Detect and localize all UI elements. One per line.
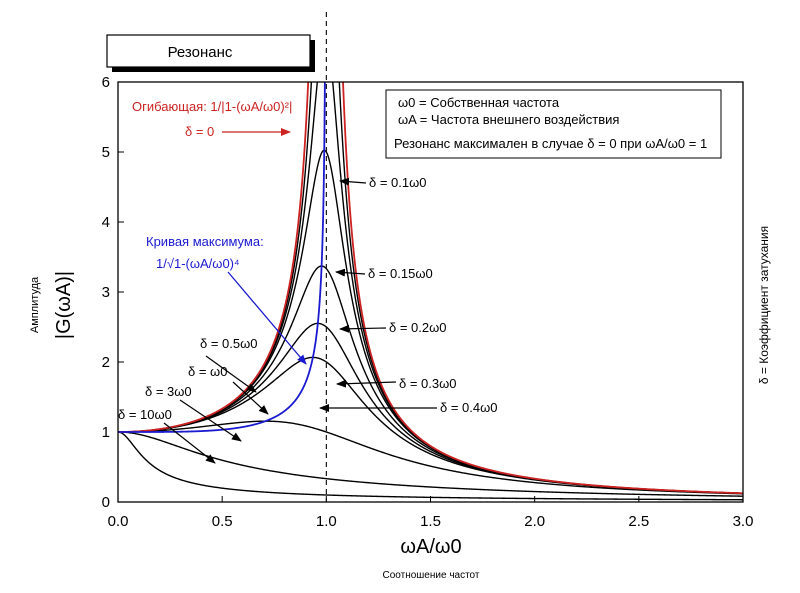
y-tick-label: 1 [102,424,110,441]
series-line-6 [118,420,743,495]
envelope-left [118,82,310,433]
y-tick-label: 4 [102,214,110,231]
y-tick-label: 2 [102,354,110,371]
series-arrow-3 [336,379,397,388]
y-tick-label: 6 [102,74,110,91]
max-curve-line [118,82,326,433]
series-label-bg [397,375,465,392]
legend-line-3: Резонанс максимален в случае δ = 0 при ω… [394,136,707,151]
right-axis-label: δ = Коэффициент затухания [757,226,771,384]
curves [118,82,743,501]
x-tick-label: 0.0 [108,513,129,530]
x-tick-label: 1.0 [316,513,337,530]
max-curve-label-2: 1/√1-(ωA/ω0)⁴ [156,256,240,271]
max-curve-label-1: Кривая максимума: [146,234,264,249]
envelope-label-bg [128,97,304,115]
envelope-label-1: Огибающая: 1/|1-(ωA/ω0)²| [132,99,292,114]
series-label-bg [387,319,455,336]
max-curve-arrow [227,271,307,365]
series-arrow-2 [339,324,387,333]
series-labels: δ = 0.1ω0 δ = 0.15ω0 δ = 0.2ω0 δ = 0.3ω0 δ =… [118,174,506,464]
x-axis-sublabel: Соотношение частот [383,570,480,581]
series-arrow-5 [205,355,257,393]
y-tick-label: 5 [102,144,110,161]
legend-box [385,89,722,159]
series-label-2: δ = 0.2ω0 [389,320,447,335]
series-label-bg [438,399,506,416]
x-tick-label: 3.0 [733,513,754,530]
legend-line-1: ω0 = Собственная частота [398,95,560,110]
series-label-6: δ = ω0 [188,364,227,379]
chart-title: Резонанс [168,44,233,61]
series-label-0: δ = 0.1ω0 [369,175,427,190]
legend-line-2: ωA = Частота внешнего воздействия [398,112,619,127]
series-label-7: δ = 3ω0 [145,384,192,399]
series-arrow-1 [335,268,366,277]
series-label-1: δ = 0.15ω0 [368,266,433,281]
plot-frame [117,81,744,503]
series-label-5: δ = 0.5ω0 [200,336,258,351]
series-label-4: δ = 0.4ω0 [440,400,498,415]
y-axis-label: |G(ωA)| [53,271,75,339]
title-box [106,34,311,68]
envelope-label-2: δ = 0 [185,124,214,139]
series-arrow-8 [163,422,216,464]
y-tick-label: 3 [102,284,110,301]
series-line-8 [118,431,743,501]
x-tick-label: 1.5 [420,513,441,530]
series-arrow-0 [339,177,367,186]
series-arrow-6 [232,381,269,415]
series-label-bg [367,174,435,191]
y-axis-sublabel: Амплитуда [29,276,41,333]
series-label-bg [366,265,434,282]
max-label-bg [140,232,272,272]
x-tick-label: 2.5 [628,513,649,530]
x-tick-label: 2.0 [524,513,545,530]
x-tick-label: 0.5 [212,513,233,530]
envelope-right [342,82,743,495]
y-tick-label: 0 [102,494,110,511]
series-label-3: δ = 0.3ω0 [399,376,457,391]
series-arrow-7 [179,399,242,442]
series-label-8: δ = 10ω0 [118,407,172,422]
series-line-7 [118,431,743,497]
axis-tick-labels: 0.0 0.5 1.0 1.5 2.0 2.5 3.0 0 1 2 3 4 5 6 [102,74,754,530]
x-axis-label: ωA/ω0 [400,536,461,558]
